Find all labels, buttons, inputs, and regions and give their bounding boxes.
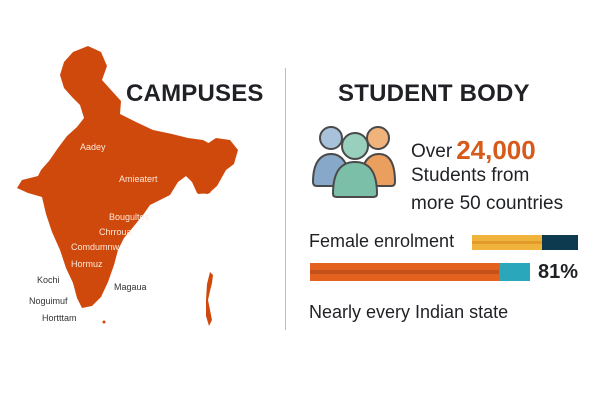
- percent-bar: [310, 263, 530, 281]
- students-from-text: Students from: [411, 165, 530, 186]
- sri-lanka-dot: [102, 320, 106, 324]
- city-label-chrroua: Chrroua: [99, 227, 132, 237]
- percent-bar-fill: [310, 263, 500, 281]
- group-people-icon: [311, 126, 397, 198]
- female-enrolment-bar-fill: [472, 235, 542, 250]
- city-label-kochi: Kochi: [37, 275, 60, 285]
- percent-label: 81%: [538, 261, 579, 283]
- city-label-amieatert: Amieatert: [119, 174, 158, 184]
- northeast-region: [186, 138, 238, 194]
- female-enrolment-bar: [472, 235, 578, 250]
- city-label-hortttam: Hortttam: [42, 313, 77, 323]
- campuses-heading: CAMPUSES: [126, 80, 264, 107]
- india-map: [17, 46, 238, 326]
- city-label-comdumnw: Comdumnw: [71, 242, 120, 252]
- city-label-aadey: Aadey: [80, 142, 106, 152]
- andaman-islands: [206, 272, 213, 326]
- student-count-line: Over 24,000: [411, 135, 536, 166]
- city-label-bougultes: Bougultes: [109, 212, 150, 222]
- india-map-shape: [17, 46, 235, 308]
- city-label-hormuz: Hormuz: [71, 259, 103, 269]
- student-body-heading: STUDENT BODY: [338, 80, 530, 107]
- city-label-noguimuf: Noguimuf: [29, 296, 68, 306]
- countries-text: more 50 countries: [411, 193, 564, 214]
- over-label: Over: [411, 141, 453, 162]
- section-divider: [285, 68, 286, 330]
- female-enrolment-label: Female enrolment: [309, 231, 455, 251]
- student-count: 24,000: [456, 135, 536, 165]
- city-label-magaua: Magaua: [114, 282, 147, 292]
- indian-states-text: Nearly every Indian state: [309, 302, 509, 322]
